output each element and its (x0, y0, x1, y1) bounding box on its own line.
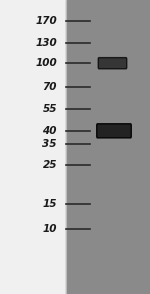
Text: 40: 40 (42, 126, 57, 136)
Text: 15: 15 (42, 199, 57, 209)
Bar (66, 0, 150, 294)
FancyBboxPatch shape (97, 124, 131, 138)
Text: 130: 130 (35, 38, 57, 48)
Text: 55: 55 (42, 104, 57, 114)
Text: 35: 35 (42, 139, 57, 149)
Text: 70: 70 (42, 82, 57, 92)
Text: 100: 100 (35, 58, 57, 68)
Text: 10: 10 (42, 224, 57, 234)
FancyBboxPatch shape (98, 58, 127, 69)
Text: 25: 25 (42, 160, 57, 170)
Bar (0, 0, 66, 294)
Text: 170: 170 (35, 16, 57, 26)
